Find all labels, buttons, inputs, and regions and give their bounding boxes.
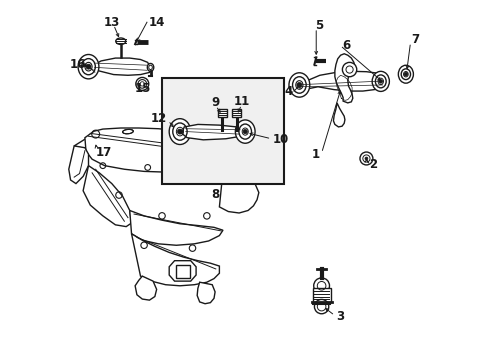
Circle shape [177,129,182,134]
Polygon shape [85,128,258,172]
Text: 3: 3 [335,310,344,324]
Text: 7: 7 [410,33,419,46]
Polygon shape [129,211,223,245]
Ellipse shape [78,54,99,79]
Text: 14: 14 [148,16,164,29]
Bar [217,109,226,117]
Polygon shape [219,171,258,213]
Text: 8: 8 [210,188,219,201]
Text: 4: 4 [284,85,292,98]
Polygon shape [91,58,150,75]
Text: 1: 1 [311,148,319,161]
Ellipse shape [235,120,255,143]
Bar [176,265,190,278]
Circle shape [364,157,367,160]
Polygon shape [74,135,99,148]
Text: 2: 2 [368,158,377,171]
Polygon shape [69,146,88,184]
Text: 12: 12 [150,112,166,125]
Circle shape [86,64,91,69]
Polygon shape [197,282,215,304]
Ellipse shape [116,38,125,44]
Circle shape [342,62,356,77]
Text: 11: 11 [233,95,249,108]
Circle shape [313,278,329,294]
Polygon shape [169,261,196,281]
Text: 17: 17 [96,145,112,158]
Circle shape [378,80,382,83]
Polygon shape [296,71,386,91]
Ellipse shape [169,119,190,144]
Polygon shape [182,125,242,140]
Circle shape [359,152,372,165]
Text: 9: 9 [210,96,219,109]
Text: 15: 15 [135,82,151,95]
Text: 13: 13 [103,16,120,29]
Ellipse shape [371,71,388,91]
Text: 6: 6 [342,39,350,52]
Circle shape [403,72,407,76]
Bar [162,78,284,184]
Bar [231,109,241,117]
Circle shape [136,77,148,90]
Polygon shape [131,234,219,286]
Text: 16: 16 [70,58,86,71]
Polygon shape [334,54,354,103]
Text: 5: 5 [315,19,323,32]
Bar [312,288,330,302]
Ellipse shape [147,63,153,71]
Circle shape [243,130,247,134]
Circle shape [296,82,301,87]
Ellipse shape [288,73,309,97]
Text: 10: 10 [272,133,288,146]
Circle shape [314,300,328,314]
Polygon shape [333,103,344,127]
Polygon shape [135,276,156,300]
Ellipse shape [122,129,133,134]
Ellipse shape [175,133,184,137]
Ellipse shape [398,65,412,83]
Polygon shape [83,166,131,226]
